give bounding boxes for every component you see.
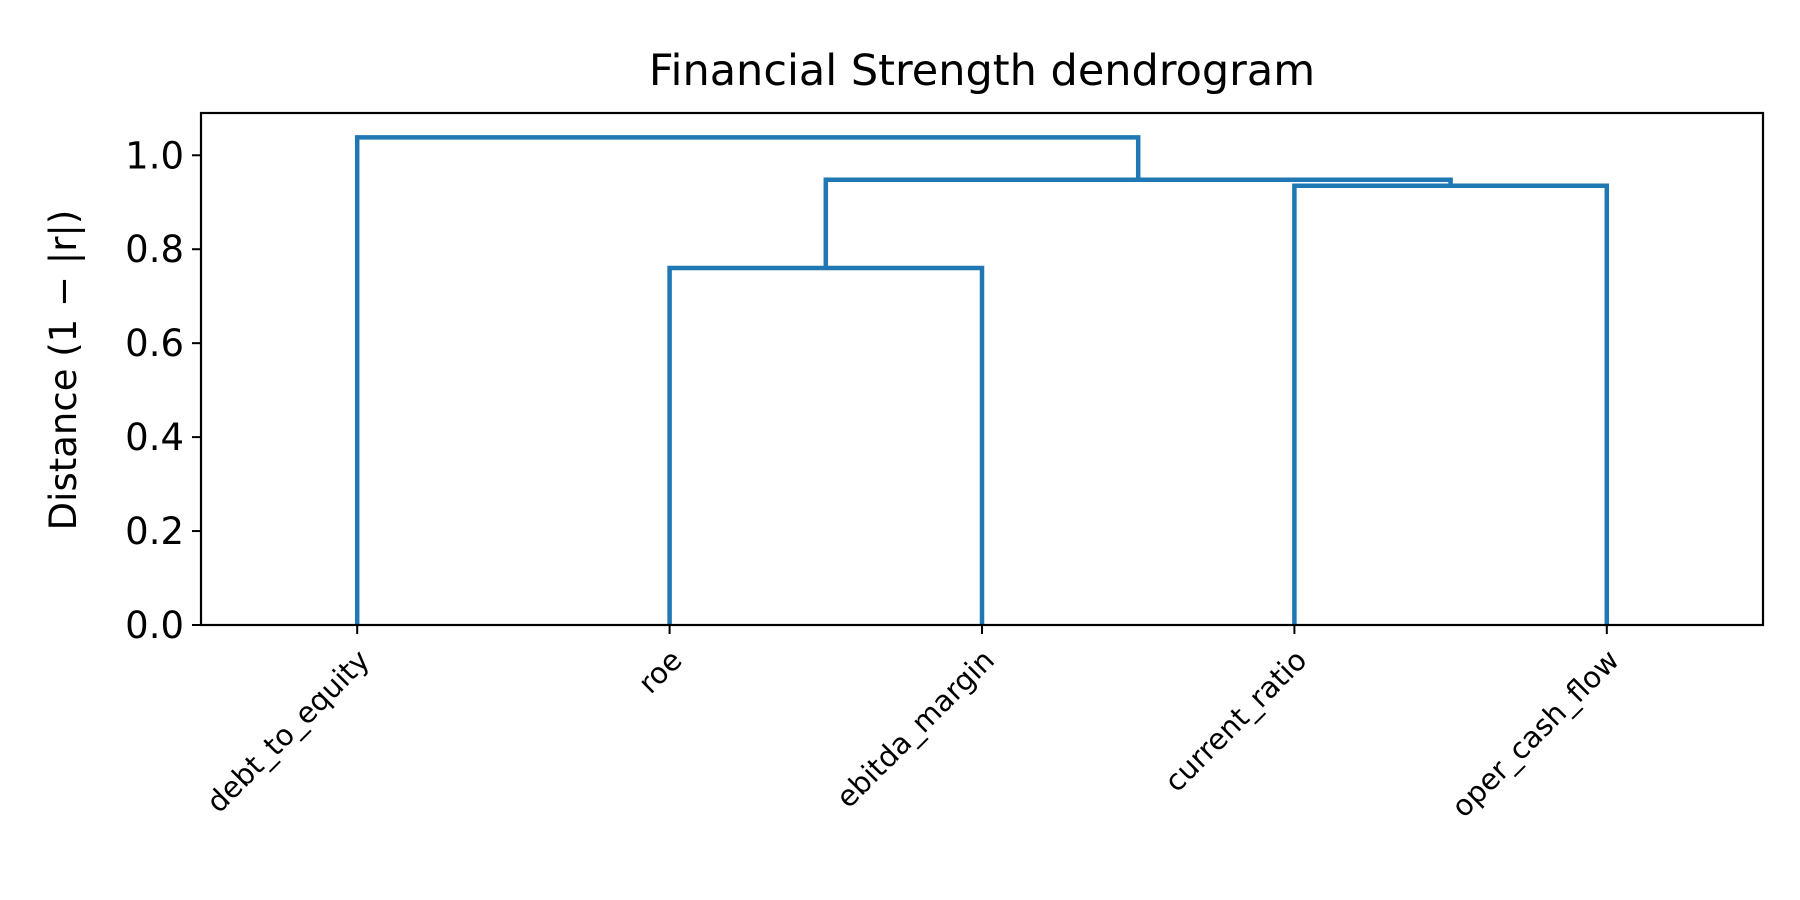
dendrogram-link-4 xyxy=(354,135,1141,625)
y-tick-label: 0.4 xyxy=(125,416,184,459)
y-tick-label: 1.0 xyxy=(125,134,184,177)
dendrogram-link-3 xyxy=(823,177,1453,269)
y-tick-label: 0.6 xyxy=(125,322,184,365)
y-tick-label: 0.0 xyxy=(125,604,184,647)
plot-area-frame xyxy=(199,111,1765,627)
y-axis-label: Distance (1 − |r|) xyxy=(42,210,85,531)
y-tick-label: 0.2 xyxy=(125,510,184,553)
y-tick-label: 0.8 xyxy=(125,228,184,271)
y-axis-ticks: 0.0 0.2 0.4 0.6 0.8 1.0 xyxy=(125,134,201,647)
chart-title: Financial Strength dendrogram xyxy=(649,46,1315,96)
dendrogram-links xyxy=(354,135,1610,625)
